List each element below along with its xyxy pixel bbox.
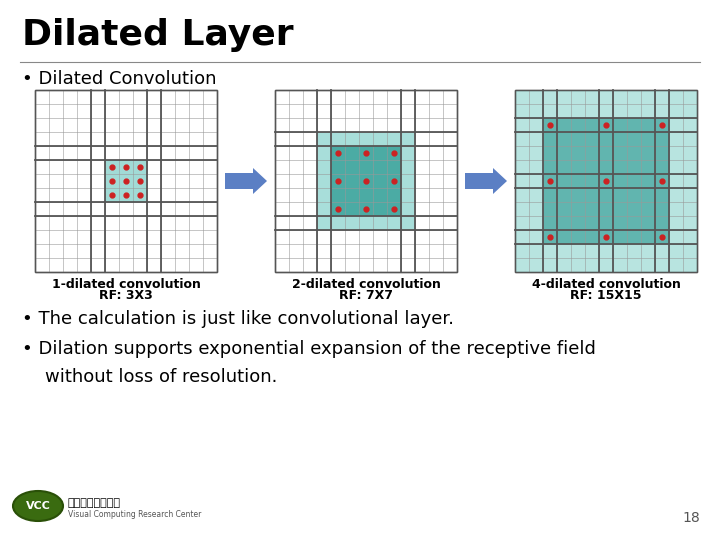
Text: Dilated Layer: Dilated Layer (22, 18, 294, 52)
Text: VCC: VCC (26, 501, 50, 511)
Text: 可视计算研究中心: 可视计算研究中心 (68, 498, 121, 508)
Polygon shape (225, 168, 267, 194)
Text: • The calculation is just like convolutional layer.: • The calculation is just like convoluti… (22, 310, 454, 328)
Bar (105, 160, 147, 202)
Ellipse shape (13, 491, 63, 521)
Bar (35, 90, 217, 272)
Text: Visual Computing Research Center: Visual Computing Research Center (68, 510, 202, 519)
Bar (317, 132, 415, 230)
Text: RF: 3X3: RF: 3X3 (99, 289, 153, 302)
Text: 18: 18 (683, 511, 700, 525)
Text: • Dilated Convolution: • Dilated Convolution (22, 70, 217, 88)
Bar (275, 90, 457, 272)
Bar (515, 90, 697, 272)
Text: 4-dilated convolution: 4-dilated convolution (531, 278, 680, 291)
Bar (35, 90, 217, 272)
Bar (515, 90, 697, 272)
Bar (543, 118, 669, 244)
Bar (275, 90, 457, 272)
Text: RF: 15X15: RF: 15X15 (570, 289, 642, 302)
Text: RF: 7X7: RF: 7X7 (339, 289, 393, 302)
Polygon shape (465, 168, 507, 194)
Bar (515, 90, 697, 272)
Text: 2-dilated convolution: 2-dilated convolution (292, 278, 441, 291)
Bar (331, 146, 401, 216)
Text: 1-dilated convolution: 1-dilated convolution (52, 278, 200, 291)
Text: without loss of resolution.: without loss of resolution. (45, 368, 277, 386)
Text: • Dilation supports exponential expansion of the receptive field: • Dilation supports exponential expansio… (22, 340, 596, 358)
